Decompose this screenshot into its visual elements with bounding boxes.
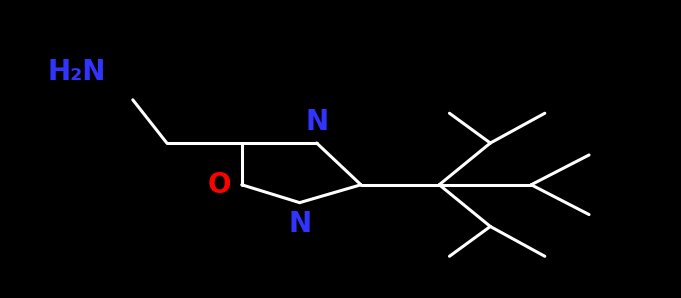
Text: N: N	[288, 210, 311, 238]
Text: H₂N: H₂N	[48, 58, 106, 86]
Text: O: O	[208, 171, 232, 199]
Text: N: N	[305, 108, 328, 136]
